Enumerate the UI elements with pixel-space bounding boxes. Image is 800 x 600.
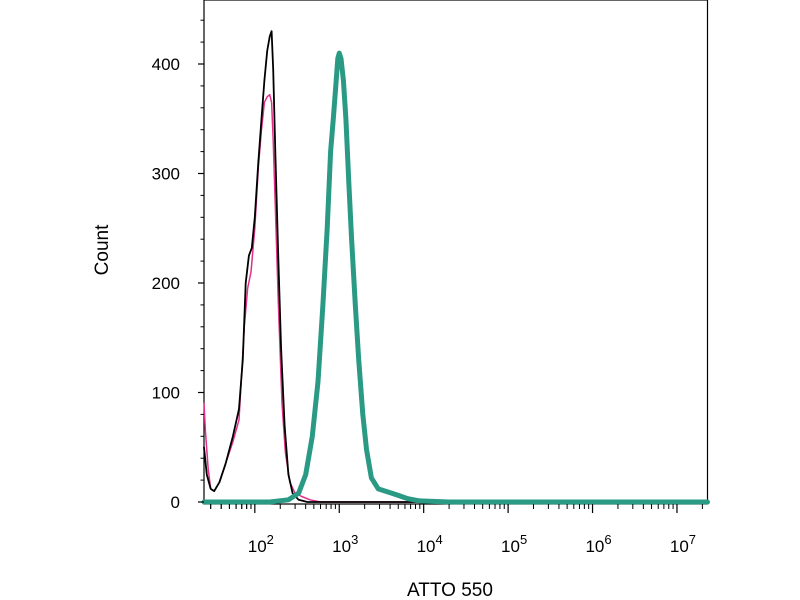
stained-curve-teal [201,50,710,505]
x-tick-label: 102 [248,532,274,556]
y-tick-label: 300 [152,165,180,184]
x-tick-label: 103 [332,532,358,556]
x-tick-base: 10 [585,537,604,556]
x-tick-exponent: 4 [436,532,443,547]
x-tick-base: 10 [248,537,267,556]
x-tick-exponent: 7 [689,532,696,547]
x-tick-exponent: 3 [351,532,358,547]
x-tick-base: 10 [417,537,436,556]
y-tick-label: 400 [152,55,180,74]
y-tick-label: 200 [152,274,180,293]
y-tick-label: 100 [152,384,180,403]
x-tick-exponent: 6 [604,532,611,547]
y-tick-label: 0 [171,493,180,512]
x-tick-label: 104 [417,532,443,556]
x-tick-exponent: 5 [520,532,527,547]
series-group [201,30,710,505]
x-tick-base: 10 [332,537,351,556]
control-curve-black [203,30,709,503]
x-tick-label: 107 [670,532,696,556]
x-axis-title: ATTO 550 [407,580,493,600]
y-axis: 0 100 200 300 400 [152,19,204,512]
y-axis-title: Count [92,224,113,275]
x-tick-base: 10 [670,537,689,556]
x-tick-base: 10 [501,537,520,556]
x-tick-label: 105 [501,532,527,556]
x-axis: 102 103 104 105 106 107 [210,504,703,556]
x-tick-exponent: 2 [267,532,274,547]
x-tick-label: 106 [585,532,611,556]
plot-frame [203,0,709,505]
